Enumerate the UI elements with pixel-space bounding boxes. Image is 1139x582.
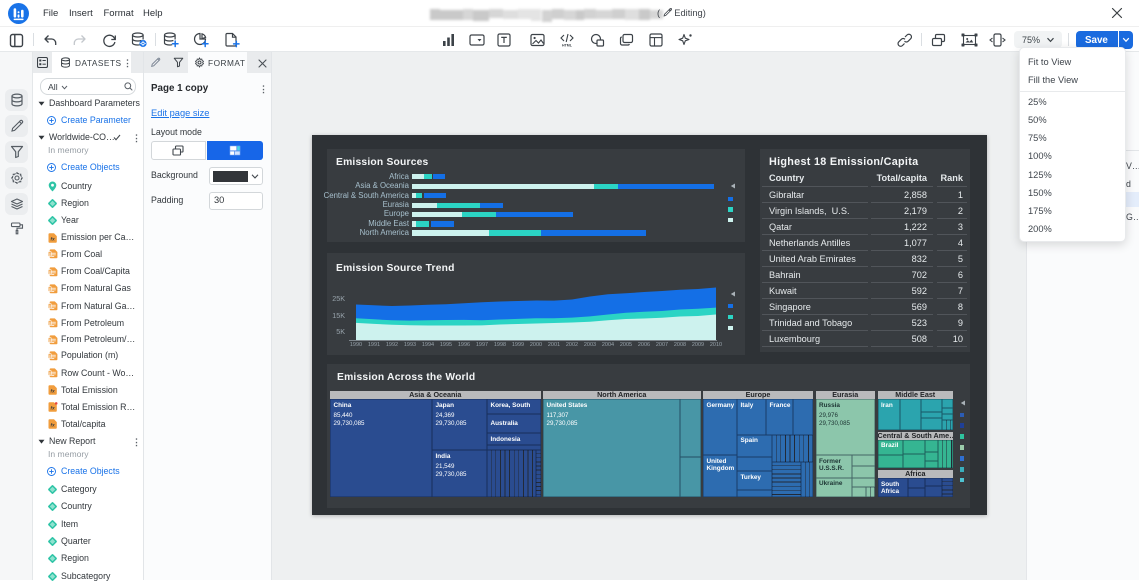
svg-text:HTML: HTML — [562, 43, 573, 47]
svg-text:fx: fx — [51, 422, 56, 427]
svg-text:fx: fx — [51, 405, 56, 410]
svg-text:fx: fx — [51, 388, 56, 393]
svg-text:fx: fx — [51, 236, 56, 241]
